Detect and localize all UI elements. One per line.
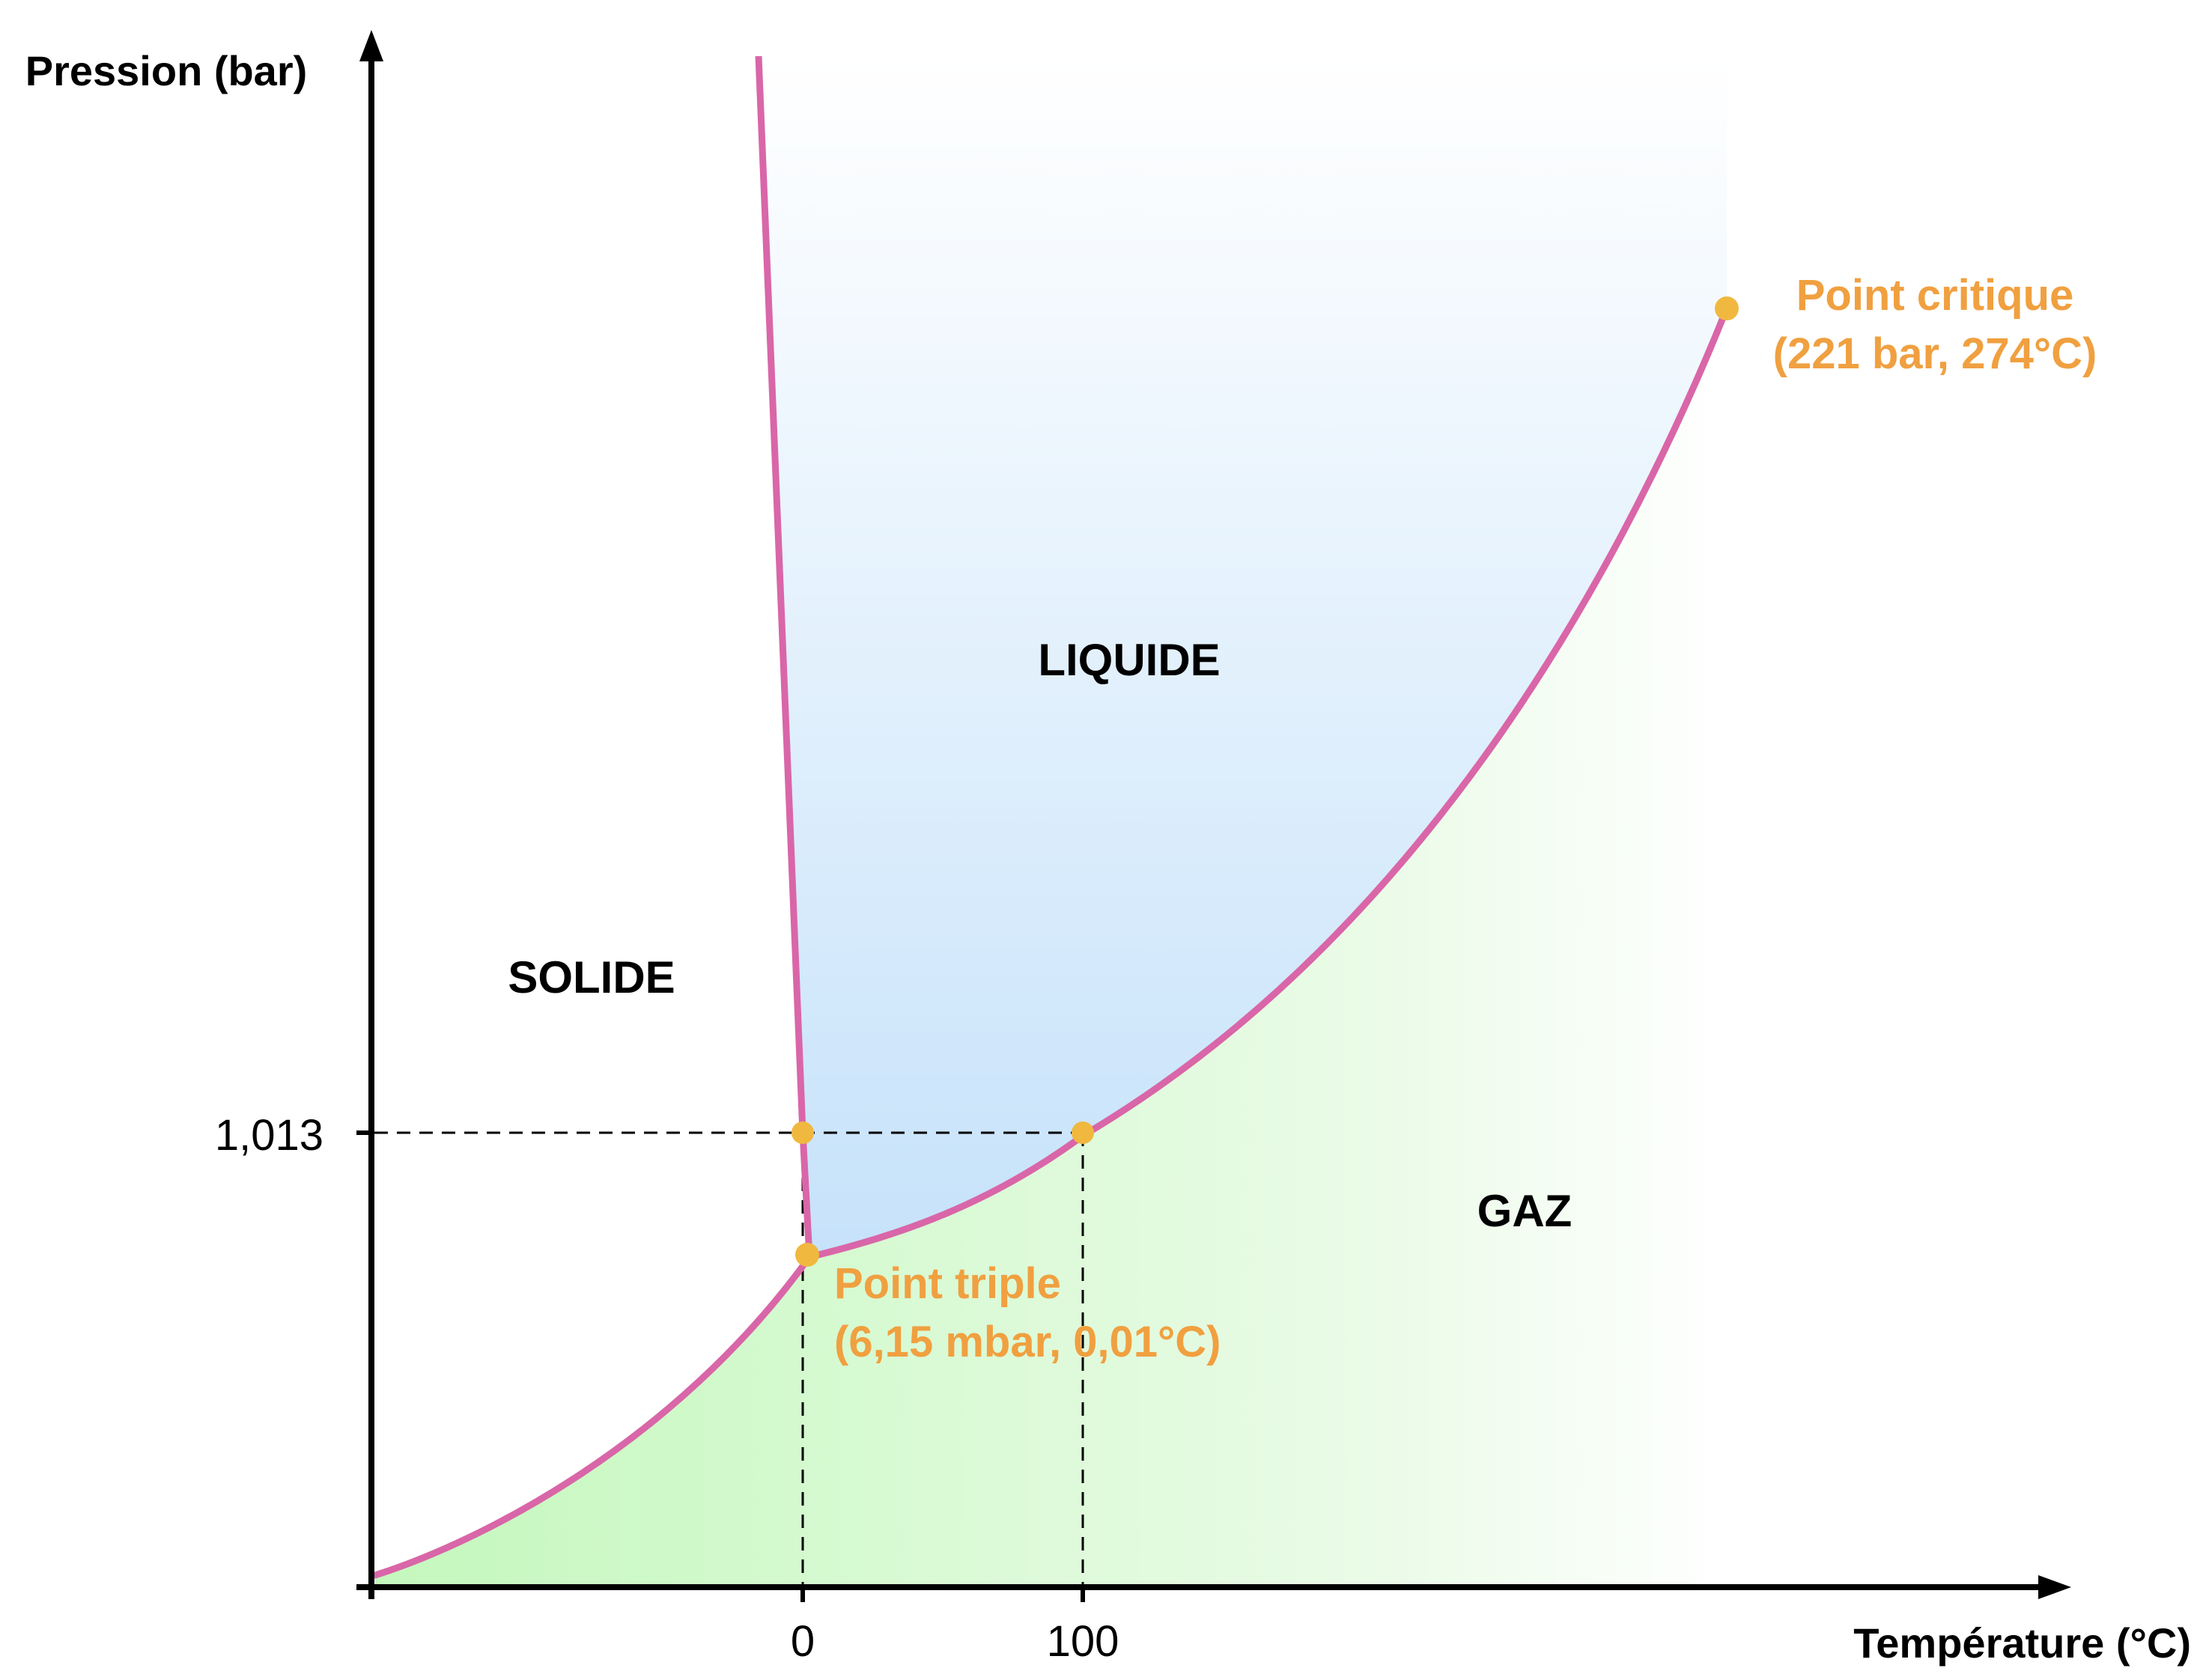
point-1013-at-100 <box>1072 1121 1094 1144</box>
x-tick-label-0: 0 <box>791 1617 815 1666</box>
critical-point-values: (221 bar, 274°C) <box>1773 329 2097 378</box>
region-label-solid: SOLIDE <box>508 952 675 1002</box>
vaporization-curve <box>806 305 1731 1261</box>
upper-right-background <box>1727 45 2206 1617</box>
region-label-gas: GAZ <box>1477 1186 1573 1236</box>
triple-point-title: Point triple <box>834 1259 1061 1308</box>
x-axis-arrow <box>2038 1575 2071 1599</box>
sublimation-curve <box>371 1253 813 1579</box>
triple-point-values: (6,15 mbar, 0,01°C) <box>834 1318 1221 1366</box>
y-axis-label: Pression (bar) <box>25 47 308 94</box>
x-tick-label-100: 100 <box>1047 1617 1119 1666</box>
x-axis-label: Température (°C) <box>1853 1619 2191 1667</box>
liquid-region <box>762 56 1727 1257</box>
critical-point <box>1715 296 1739 320</box>
triple-point <box>795 1243 819 1267</box>
y-tick-label-1013: 1,013 <box>215 1111 323 1160</box>
y-axis-arrow <box>359 30 383 61</box>
critical-point-title: Point critique <box>1796 271 2074 320</box>
point-1013-at-0 <box>791 1121 814 1144</box>
region-label-liquid: LIQUIDE <box>1038 635 1220 685</box>
gas-region <box>375 308 1727 1586</box>
